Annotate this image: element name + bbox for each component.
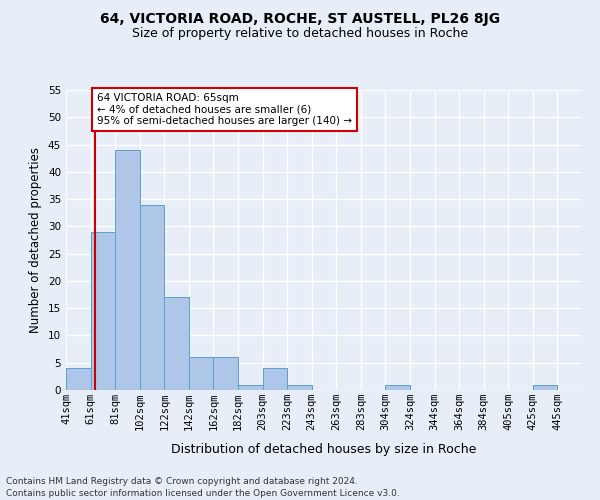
Bar (189, 358, 214, 390)
Bar (533, 384, 557, 390)
Bar (140, 204, 164, 390)
Bar (263, 368, 287, 390)
Bar (287, 384, 312, 390)
Bar (164, 298, 189, 390)
Bar (238, 384, 263, 390)
Y-axis label: Number of detached properties: Number of detached properties (29, 147, 43, 333)
Bar (385, 384, 410, 390)
Bar (214, 358, 238, 390)
Text: Distribution of detached houses by size in Roche: Distribution of detached houses by size … (172, 442, 476, 456)
Bar (66, 368, 91, 390)
Text: Size of property relative to detached houses in Roche: Size of property relative to detached ho… (132, 28, 468, 40)
Bar (115, 150, 140, 390)
Text: 64, VICTORIA ROAD, ROCHE, ST AUSTELL, PL26 8JG: 64, VICTORIA ROAD, ROCHE, ST AUSTELL, PL… (100, 12, 500, 26)
Text: Contains HM Land Registry data © Crown copyright and database right 2024.
Contai: Contains HM Land Registry data © Crown c… (6, 476, 400, 498)
Bar (91, 232, 115, 390)
Text: 64 VICTORIA ROAD: 65sqm
← 4% of detached houses are smaller (6)
95% of semi-deta: 64 VICTORIA ROAD: 65sqm ← 4% of detached… (97, 92, 352, 126)
